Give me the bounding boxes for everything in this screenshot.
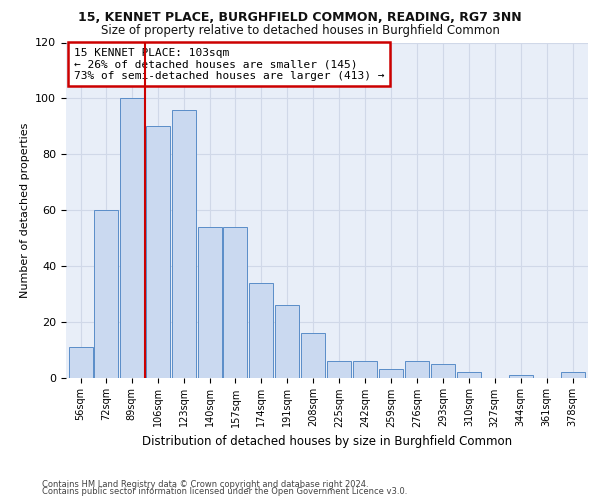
Bar — [509, 374, 533, 378]
Text: Contains public sector information licensed under the Open Government Licence v3: Contains public sector information licen… — [42, 487, 407, 496]
Bar — [301, 333, 325, 378]
Bar — [405, 361, 429, 378]
X-axis label: Distribution of detached houses by size in Burghfield Common: Distribution of detached houses by size … — [142, 435, 512, 448]
Bar — [172, 110, 196, 378]
Bar — [250, 282, 274, 378]
Bar — [275, 305, 299, 378]
Bar — [197, 227, 221, 378]
Bar — [353, 361, 377, 378]
Bar — [223, 227, 247, 378]
Bar — [146, 126, 170, 378]
Bar — [431, 364, 455, 378]
Bar — [68, 347, 92, 378]
Bar — [457, 372, 481, 378]
Text: Size of property relative to detached houses in Burghfield Common: Size of property relative to detached ho… — [101, 24, 499, 37]
Text: 15, KENNET PLACE, BURGHFIELD COMMON, READING, RG7 3NN: 15, KENNET PLACE, BURGHFIELD COMMON, REA… — [78, 11, 522, 24]
Bar — [120, 98, 144, 378]
Bar — [560, 372, 584, 378]
Text: Contains HM Land Registry data © Crown copyright and database right 2024.: Contains HM Land Registry data © Crown c… — [42, 480, 368, 489]
Bar — [327, 361, 351, 378]
Bar — [94, 210, 118, 378]
Y-axis label: Number of detached properties: Number of detached properties — [20, 122, 29, 298]
Bar — [379, 369, 403, 378]
Text: 15 KENNET PLACE: 103sqm
← 26% of detached houses are smaller (145)
73% of semi-d: 15 KENNET PLACE: 103sqm ← 26% of detache… — [74, 48, 385, 80]
